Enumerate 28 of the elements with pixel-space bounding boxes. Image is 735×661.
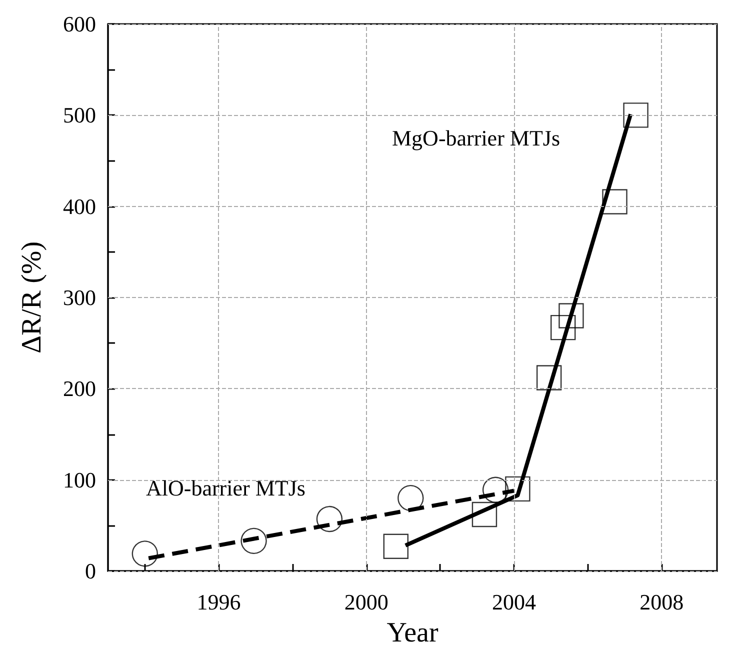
y-tick-label: 400	[63, 194, 96, 219]
y-tick-label: 500	[63, 102, 96, 128]
point	[132, 540, 158, 567]
point	[398, 484, 424, 512]
point	[602, 189, 628, 214]
point	[550, 314, 576, 340]
x-tick-label: 2008	[640, 590, 684, 614]
point	[558, 303, 584, 328]
y-tick-label: 200	[63, 376, 96, 402]
point	[383, 534, 408, 559]
point	[623, 102, 648, 128]
y-tick-label: 600	[63, 12, 96, 36]
point	[472, 502, 498, 528]
y-tick-label: 0	[85, 558, 96, 584]
point	[505, 476, 530, 502]
point	[240, 528, 267, 554]
x-tick-label: 2000	[344, 590, 388, 614]
annotation: MgO-barrier MTJs	[392, 126, 560, 150]
x-tick-label: 2004	[492, 590, 536, 614]
point	[482, 476, 509, 503]
y-tick-label: 100	[63, 467, 96, 492]
point	[316, 506, 343, 532]
annotation: AlO-barrier MTJs	[146, 476, 306, 500]
y-tick-label: 300	[63, 285, 96, 310]
y-axis-title: ΔR/R (%)	[16, 241, 48, 354]
x-axis-title: Year	[386, 618, 439, 648]
x-tick-label: 1996	[196, 590, 241, 614]
point	[536, 365, 562, 390]
